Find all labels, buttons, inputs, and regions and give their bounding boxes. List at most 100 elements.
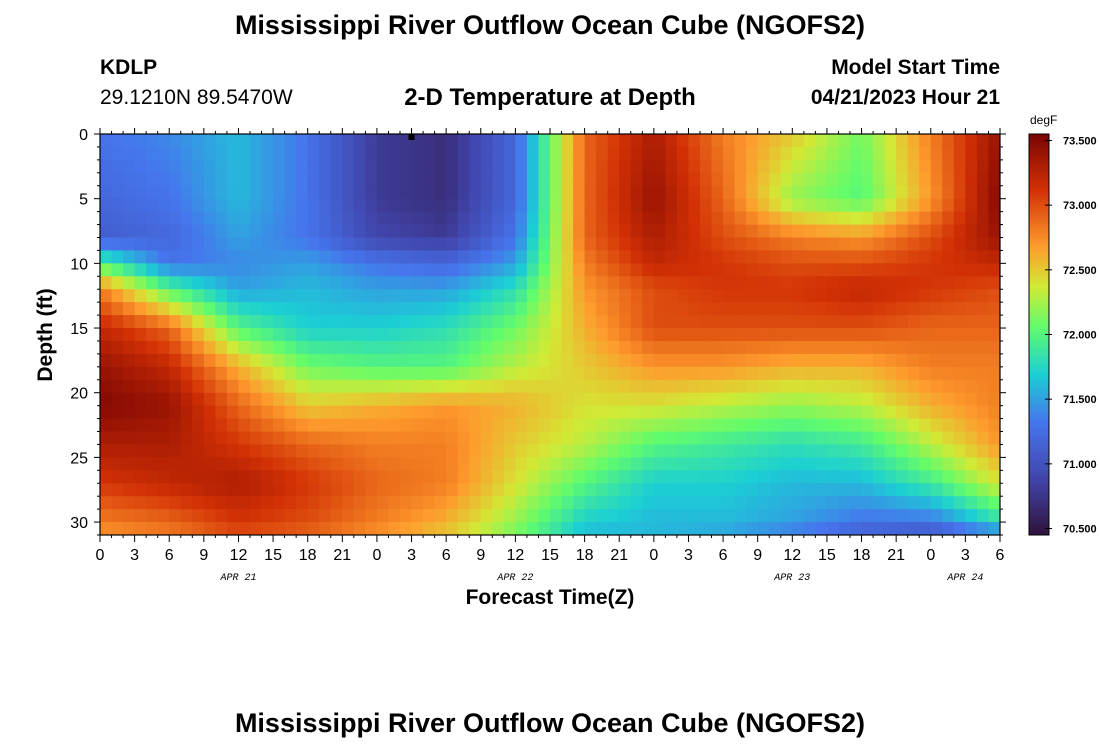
heatmap-cell — [803, 302, 816, 316]
heatmap-cell — [630, 379, 643, 394]
heatmap-cell — [411, 457, 424, 471]
heatmap-cell — [307, 185, 320, 200]
heatmap-cell — [273, 431, 286, 445]
heatmap-cell — [503, 392, 516, 407]
heatmap-cell — [734, 340, 747, 355]
heatmap-cell — [976, 496, 989, 510]
heatmap-cell — [769, 185, 782, 200]
heatmap-cell — [607, 302, 620, 316]
heatmap-cell — [365, 340, 378, 355]
heatmap-cell — [607, 328, 620, 342]
heatmap-cell — [734, 418, 747, 432]
heatmap-cell — [780, 263, 793, 277]
heatmap-cell — [723, 328, 736, 342]
heatmap-cell — [526, 366, 539, 381]
heatmap-cell — [942, 172, 955, 187]
heatmap-cell — [746, 405, 759, 419]
heatmap-cell — [400, 457, 412, 471]
heatmap-cell — [353, 444, 366, 458]
heatmap-cell — [780, 250, 793, 264]
heatmap-cell — [988, 522, 1001, 536]
heatmap-cell — [815, 237, 828, 251]
heatmap-cell — [215, 444, 228, 458]
heatmap-cell — [803, 263, 816, 277]
heatmap-cell — [619, 444, 632, 458]
heatmap-cell — [469, 509, 482, 523]
heatmap-cell — [815, 172, 828, 187]
heatmap-cell — [411, 224, 424, 238]
heatmap-cell — [215, 211, 228, 225]
heatmap-cell — [792, 353, 805, 368]
heatmap-cell — [780, 483, 793, 497]
heatmap-cell — [953, 289, 966, 303]
heatmap-cell — [861, 172, 874, 187]
heatmap-cell — [250, 237, 262, 251]
heatmap-cell — [388, 431, 401, 445]
colorbar-tick-label: 72.000 — [1063, 330, 1097, 342]
heatmap-cell — [896, 405, 909, 419]
heatmap-cell — [884, 198, 897, 213]
heatmap-cell — [446, 353, 459, 368]
heatmap-cell — [319, 509, 332, 523]
heatmap-cell — [850, 146, 862, 161]
heatmap-cell — [273, 366, 286, 381]
heatmap-cell — [180, 276, 193, 290]
heatmap-cell — [607, 315, 620, 329]
heatmap-cell — [353, 392, 366, 407]
heatmap-cell — [330, 366, 343, 381]
heatmap-cell — [688, 134, 701, 148]
heatmap-cell — [573, 457, 586, 471]
heatmap-cell — [550, 159, 562, 174]
heatmap-cell — [780, 289, 793, 303]
heatmap-cell — [803, 134, 816, 148]
heatmap-cell — [526, 276, 539, 290]
heatmap-cell — [423, 289, 436, 303]
heatmap-cell — [538, 496, 551, 510]
heatmap-cell — [676, 431, 689, 445]
heatmap-cell — [192, 366, 205, 381]
heatmap-cell — [515, 379, 528, 394]
heatmap-cell — [573, 522, 586, 536]
heatmap-cell — [238, 302, 251, 316]
heatmap-cell — [607, 522, 620, 536]
heatmap-cell — [446, 302, 459, 316]
heatmap-cell — [734, 134, 747, 148]
heatmap-cell — [803, 496, 816, 510]
heatmap-cell — [146, 470, 159, 484]
heatmap-cell — [873, 172, 886, 187]
heatmap-cell — [711, 328, 724, 342]
heatmap-cell — [757, 353, 770, 368]
heatmap-cell — [746, 289, 759, 303]
heatmap-cell — [884, 276, 897, 290]
heatmap-cell — [734, 276, 747, 290]
heatmap-cell — [665, 328, 678, 342]
heatmap-cell — [134, 224, 147, 238]
heatmap-cell — [676, 224, 689, 238]
heatmap-cell — [930, 483, 943, 497]
heatmap-cell — [330, 302, 343, 316]
heatmap-cell — [503, 172, 516, 187]
heatmap-cell — [769, 366, 782, 381]
heatmap-cell — [711, 172, 724, 187]
heatmap-cell — [907, 392, 920, 407]
heatmap-cell — [561, 146, 574, 161]
heatmap-cell — [538, 483, 551, 497]
heatmap-cell — [642, 353, 655, 368]
heatmap-cell — [365, 289, 378, 303]
heatmap-cell — [446, 328, 459, 342]
heatmap-cell — [526, 172, 539, 187]
heatmap-cell — [700, 263, 712, 277]
heatmap-cell — [988, 250, 1001, 264]
heatmap-cell — [642, 198, 655, 213]
heatmap-cell — [157, 328, 170, 342]
heatmap-cell — [250, 134, 262, 148]
heatmap-cell — [376, 198, 389, 213]
heatmap-cell — [584, 146, 597, 161]
heatmap-cell — [780, 431, 793, 445]
heatmap-cell — [492, 431, 505, 445]
heatmap-cell — [619, 224, 632, 238]
heatmap-cell — [815, 134, 828, 148]
heatmap-cell — [169, 496, 182, 510]
heatmap-cell — [157, 134, 170, 148]
x-tick-label: 15 — [541, 547, 559, 564]
